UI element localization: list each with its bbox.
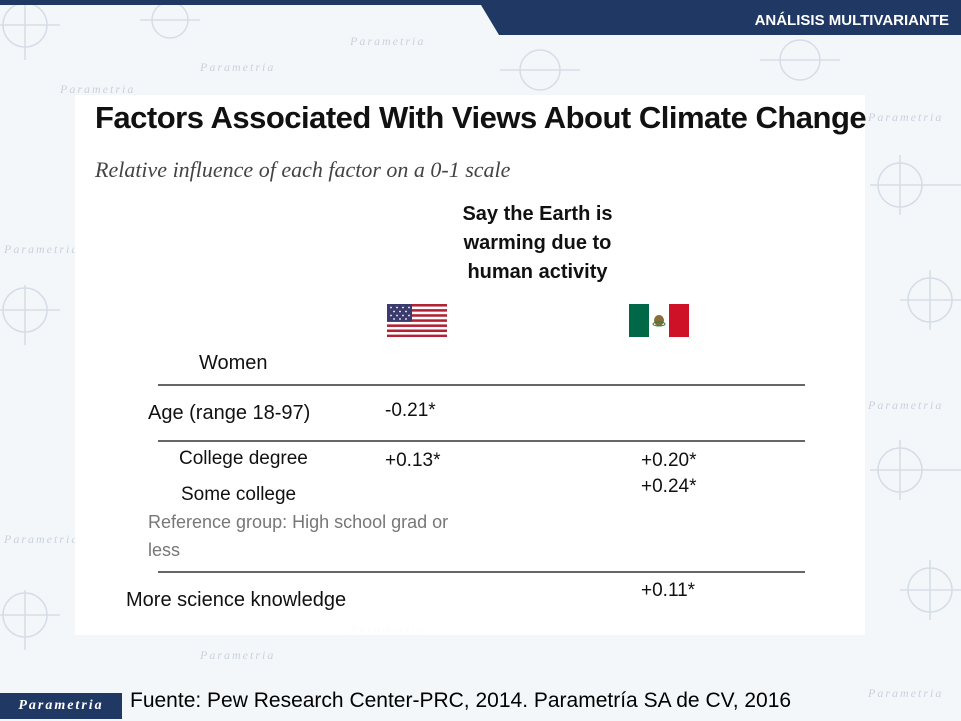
watermark-text: Parametria — [868, 398, 944, 412]
watermark-text: Parametria — [60, 82, 136, 96]
usa-flag-icon — [387, 304, 447, 337]
row-label-science-knowledge: More science knowledge — [126, 589, 347, 611]
value-age-usa: -0.21* — [385, 400, 436, 421]
content-panel — [75, 95, 865, 635]
watermark-text: Parametria — [868, 110, 944, 124]
watermark-text: Parametria — [868, 686, 944, 700]
row-label-women: Women — [199, 352, 268, 374]
value-college-degree-mexico: +0.20* — [641, 450, 697, 471]
section-header-label: ANÁLISIS MULTIVARIANTE — [754, 11, 949, 29]
row-divider — [158, 571, 805, 573]
watermark-text: Parametria — [200, 60, 276, 74]
parametria-logo: Parametria — [0, 693, 122, 719]
source-footer: Fuente: Pew Research Center-PRC, 2014. P… — [130, 689, 792, 712]
watermark-text: Parametria — [4, 532, 80, 546]
row-label-some-college: Some college — [181, 484, 297, 505]
watermark-text: Parametria — [350, 34, 426, 48]
value-college-degree-usa: +0.13* — [385, 450, 441, 471]
value-science-knowledge-mexico: +0.11* — [641, 580, 696, 601]
value-some-college-mexico: +0.24* — [641, 476, 697, 497]
column-header: Say the Earth is warming due to human ac… — [462, 203, 613, 283]
reference-group-note: Reference group: High school grad or les… — [148, 512, 449, 560]
row-divider — [158, 384, 805, 386]
row-label-college-degree: College degree — [179, 448, 308, 469]
slide-title: Factors Associated With Views About Clim… — [95, 100, 867, 135]
slide-subtitle: Relative influence of each factor on a 0… — [95, 157, 511, 182]
logo-text: Parametria — [18, 698, 104, 713]
mexico-flag-icon — [629, 304, 689, 337]
row-label-age: Age (range 18-97) — [148, 402, 311, 424]
watermark-text: Parametria — [200, 648, 276, 662]
watermark-text: Parametria — [4, 242, 80, 256]
section-header: ANÁLISIS MULTIVARIANTE — [481, 5, 961, 35]
row-divider — [158, 440, 805, 442]
header-top-line — [0, 0, 961, 5]
